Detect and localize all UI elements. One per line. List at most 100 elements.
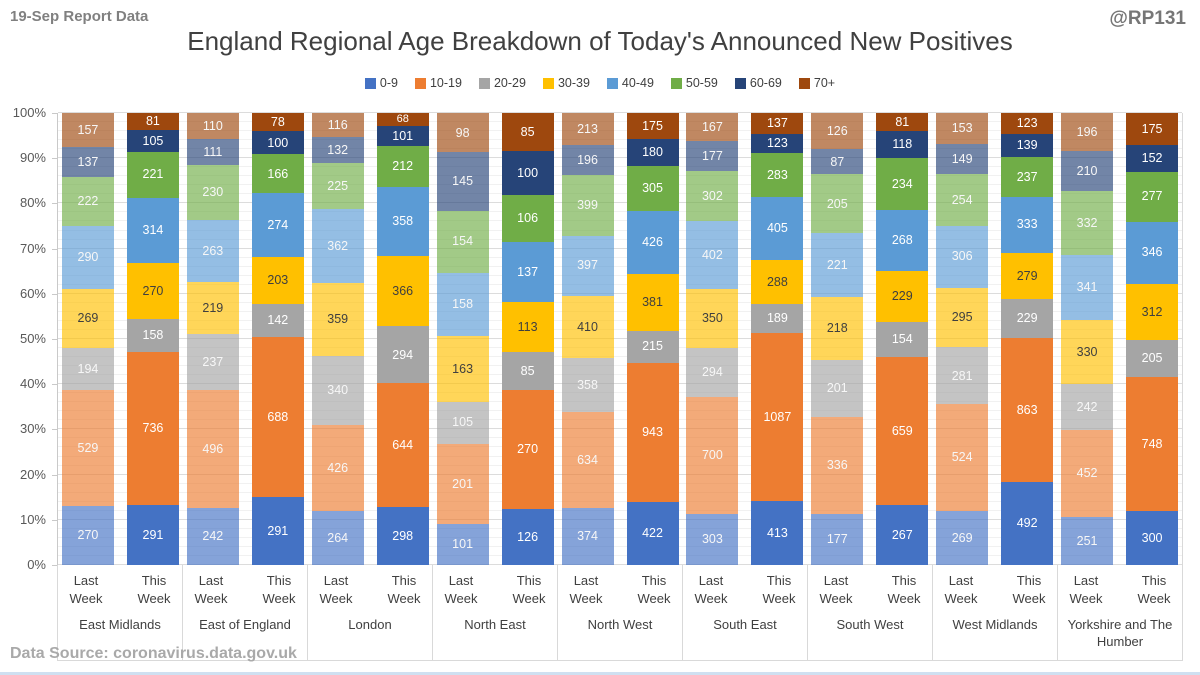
minor-gridline <box>58 265 1182 267</box>
legend-swatch-icon <box>364 77 376 89</box>
segment-value-label: 688 <box>267 409 289 424</box>
bar-segment-age-70+: 110 <box>186 113 239 140</box>
bar-segment-age-40-49: 346 <box>1126 221 1179 284</box>
segment-value-label: 229 <box>1016 311 1038 326</box>
legend-swatch-icon <box>478 77 490 89</box>
segment-value-label: 142 <box>267 313 289 328</box>
segment-value-label: 330 <box>1076 344 1098 359</box>
legend-item-70+: 70+ <box>798 76 835 90</box>
minor-gridline <box>58 401 1182 403</box>
region-group: 374 634 358 410 397 399 196 213 422 943 215 381 426 3… <box>558 113 683 565</box>
bar-last-week: 177 336 201 218 221 205 87 126 <box>811 113 864 565</box>
bar-segment-age-50-59: 399 <box>561 175 614 236</box>
bar-segment-age-30-39: 410 <box>561 295 614 358</box>
bar-segment-age-10-19: 201 <box>436 443 489 525</box>
segment-value-label: 158 <box>142 328 164 343</box>
segment-value-label: 410 <box>577 319 598 334</box>
bar-segment-age-70+: 213 <box>561 113 614 146</box>
segment-value-label: 212 <box>392 158 414 173</box>
segment-value-label: 234 <box>891 176 913 191</box>
region-label: North West <box>587 617 653 633</box>
bar-segment-age-50-59: 283 <box>751 153 804 197</box>
bar-segment-age-30-39: 330 <box>1061 320 1114 384</box>
segment-value-label: 157 <box>77 122 99 137</box>
bar-segment-age-40-49: 426 <box>626 210 679 275</box>
y-tick-label: 20% <box>19 466 46 482</box>
segment-value-label: 943 <box>642 425 663 440</box>
legend-swatch-icon <box>734 77 746 89</box>
minor-gridline <box>58 437 1182 439</box>
legend-label: 60-69 <box>749 76 782 90</box>
segment-value-label: 358 <box>392 213 414 228</box>
bar-segment-age-40-49: 358 <box>376 186 429 256</box>
bar-segment-age-20-29: 154 <box>876 322 929 357</box>
segment-value-label: 101 <box>452 537 474 552</box>
bar-segment-age-10-19: 1087 <box>751 333 804 502</box>
legend-item-20-29: 20-29 <box>478 76 526 90</box>
segment-value-label: 336 <box>826 458 848 473</box>
segment-value-label: 101 <box>392 128 414 143</box>
segment-value-label: 87 <box>830 154 845 169</box>
bar-segment-age-70+: 68 <box>376 113 429 127</box>
legend-item-60-69: 60-69 <box>734 76 782 90</box>
bar-this-week: 422 943 215 381 426 305 180 175 <box>626 113 679 565</box>
bar-segment-age-30-39: 113 <box>501 302 554 353</box>
minor-gridline <box>58 482 1182 484</box>
region-label: North East <box>464 617 526 633</box>
bars-container: 270 529 194 269 290 222 137 157 291 736 158 270 314 2… <box>58 113 1182 565</box>
bar-segment-age-70+: 137 <box>751 113 804 135</box>
bar-segment-age-0-9: 270 <box>61 506 114 565</box>
bar-segment-age-50-59: 254 <box>936 174 989 226</box>
segment-value-label: 237 <box>202 354 224 369</box>
segment-value-label: 267 <box>891 527 913 542</box>
bar-segment-age-30-39: 229 <box>876 270 929 323</box>
segment-value-label: 153 <box>951 121 973 136</box>
bar-segment-age-60-69: 137 <box>61 147 114 178</box>
minor-gridline <box>58 256 1182 258</box>
legend-swatch-icon <box>606 77 618 89</box>
bar-segment-age-20-29: 358 <box>561 357 614 413</box>
segment-value-label: 269 <box>77 311 99 326</box>
week-label: Last Week <box>944 573 978 607</box>
segment-value-label: 149 <box>951 151 973 166</box>
chart-title: England Regional Age Breakdown of Today'… <box>187 26 1013 56</box>
segment-value-label: 281 <box>951 368 973 383</box>
y-tick-mark <box>52 429 57 431</box>
region-label: East Midlands <box>79 617 161 633</box>
legend-label: 10-19 <box>429 76 462 90</box>
bar-last-week: 101 201 105 163 158 154 145 98 <box>436 113 489 565</box>
major-gridline <box>58 247 1182 249</box>
bar-segment-age-0-9: 413 <box>751 501 804 565</box>
bar-segment-age-60-69: 100 <box>501 150 554 195</box>
y-tick-mark <box>52 293 57 295</box>
segment-value-label: 362 <box>327 238 349 253</box>
segment-value-label: 242 <box>202 529 224 544</box>
segment-value-label: 254 <box>951 192 973 207</box>
bar-segment-age-20-29: 189 <box>751 304 804 334</box>
bar-segment-age-60-69: 210 <box>1061 150 1114 192</box>
week-labels-row: Last Week This Week <box>58 572 182 608</box>
window-edge-decoration <box>0 672 1200 675</box>
y-tick-mark <box>52 519 57 521</box>
bar-segment-age-50-59: 212 <box>376 145 429 187</box>
segment-value-label: 175 <box>1141 121 1163 136</box>
bar-segment-age-10-19: 736 <box>126 351 179 505</box>
segment-value-label: 110 <box>202 118 223 133</box>
bar-segment-age-10-19: 426 <box>311 424 364 512</box>
segment-value-label: 152 <box>1141 150 1163 165</box>
bar-segment-age-40-49: 268 <box>876 210 929 271</box>
week-label: Last Week <box>444 573 478 607</box>
major-gridline <box>58 564 1182 565</box>
bar-segment-age-10-19: 863 <box>1001 337 1054 483</box>
segment-value-label: 529 <box>77 440 99 455</box>
bar-segment-age-30-39: 218 <box>811 296 864 360</box>
bar-segment-age-50-59: 230 <box>186 165 239 220</box>
segment-value-label: 452 <box>1076 466 1098 481</box>
segment-value-label: 279 <box>1016 268 1038 283</box>
segment-value-label: 340 <box>327 382 349 397</box>
segment-value-label: 106 <box>517 211 539 226</box>
legend-label: 20-29 <box>493 76 526 90</box>
legend-swatch-icon <box>414 77 426 89</box>
segment-value-label: 422 <box>642 526 663 541</box>
segment-value-label: 700 <box>701 448 723 463</box>
